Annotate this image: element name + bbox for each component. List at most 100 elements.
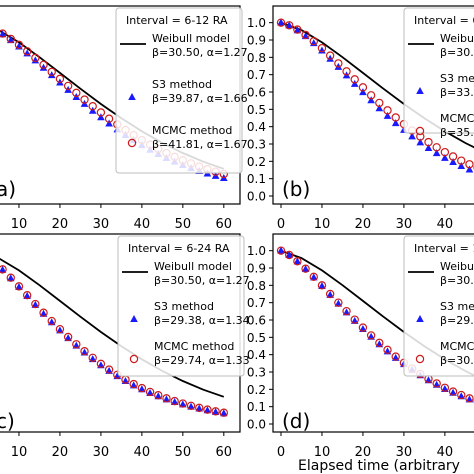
mcmc-method-point xyxy=(342,67,351,76)
x-tick-label: 50 xyxy=(175,217,192,232)
s3-method-point xyxy=(309,273,318,281)
mcmc-method-point xyxy=(104,365,114,374)
mcmc-method-point xyxy=(440,147,450,157)
x-tick-label: 20 xyxy=(355,445,372,460)
y-tick-label: 0.3 xyxy=(247,138,266,152)
s3-method-point xyxy=(277,246,285,254)
panel-a: 10 20 30 40 50 60 Interval = 6-12 RA Weibull mo… xyxy=(0,5,248,232)
mcmc-method-point xyxy=(325,51,335,60)
x-tick-label: 30 xyxy=(396,445,413,460)
s3-method-point xyxy=(146,388,154,396)
legend-title: Interval = 6 xyxy=(414,14,474,27)
legend-entry-name: Weibull model xyxy=(440,32,474,45)
s3-method-point xyxy=(138,385,146,393)
x-tick-label: 50 xyxy=(175,445,192,460)
mcmc-method-point xyxy=(137,383,147,393)
y-tick-label: 0.7 xyxy=(247,296,266,310)
s3-method-point xyxy=(285,250,293,258)
legend: Interval = 6-24 RA Weibull modelβ=30.50, … xyxy=(117,235,250,377)
axes-frame xyxy=(272,233,474,433)
mcmc-method-point xyxy=(31,299,40,309)
s3-method-point xyxy=(0,30,7,38)
y-tick-label: 0.5 xyxy=(247,331,266,345)
s3-method-point xyxy=(334,299,343,307)
mcmc-method-point xyxy=(391,113,400,122)
s3-method-point xyxy=(6,274,15,282)
mcmc-method-point xyxy=(195,403,204,413)
x-tick-label: 30 xyxy=(93,445,110,460)
y-tick-label: 1.0 xyxy=(247,244,266,258)
x-tick-label: 20 xyxy=(52,217,69,232)
x-tick-label: 40 xyxy=(437,445,454,460)
legend-box xyxy=(117,235,245,377)
legend-circle-swatch xyxy=(415,126,425,136)
legend-entry-params: β=33.7 xyxy=(440,86,474,99)
s3-method-point xyxy=(195,404,204,412)
panel-b: 010203040500.00.10.20.30.40.50.60.70.80.… xyxy=(247,5,474,232)
s3-method-point xyxy=(129,381,138,389)
mcmc-method-point xyxy=(211,407,220,416)
mcmc-method-point xyxy=(186,401,196,410)
mcmc-method-point xyxy=(14,40,24,50)
mcmc-method-point xyxy=(154,391,163,400)
mcmc-method-point xyxy=(22,291,32,300)
panel-d: 010203040500.00.10.20.30.40.50.60.70.80.… xyxy=(247,233,474,460)
s3-method-point xyxy=(6,36,15,44)
legend-entry-name: Weibull model xyxy=(154,260,232,273)
legend-box xyxy=(403,7,474,134)
legend-title: Interval = 6-12 RA xyxy=(126,14,228,27)
x-tick-label: 60 xyxy=(216,217,233,232)
y-tick-label: 0.1 xyxy=(247,172,266,186)
y-tick-label: 0.4 xyxy=(247,120,266,134)
s3-method-point xyxy=(301,265,310,273)
legend-entry-params: β=30.5 xyxy=(440,354,474,367)
mcmc-method-point xyxy=(55,74,65,84)
s3-method-point xyxy=(465,165,474,173)
mcmc-method-point xyxy=(80,347,89,356)
x-tick-label: 20 xyxy=(52,445,69,460)
s3-method-point xyxy=(375,104,384,112)
s3-method-point xyxy=(326,290,334,298)
mcmc-method-point xyxy=(309,272,318,282)
mcmc-method-point xyxy=(342,306,351,316)
legend-entry-params: β=29.74, α=1.33 xyxy=(154,354,250,367)
s3-method-point xyxy=(23,292,31,300)
x-tick-label: 40 xyxy=(134,217,151,232)
mcmc-method-point xyxy=(203,405,212,414)
mcmc-method-point xyxy=(55,324,65,334)
s3-method-point xyxy=(457,392,466,400)
s3-method-point xyxy=(64,334,72,342)
s3-method-point xyxy=(342,308,351,316)
s3-method-point xyxy=(424,143,433,151)
mcmc-method-point xyxy=(457,390,466,400)
mcmc-method-point xyxy=(96,359,106,369)
mcmc-method-point xyxy=(39,308,48,317)
mcmc-method-point xyxy=(284,250,294,260)
mcmc-method-point xyxy=(383,345,392,355)
x-tick-label: 0 xyxy=(277,217,285,232)
mcmc-method-point xyxy=(72,88,81,98)
s3-method-point xyxy=(441,153,449,161)
x-tick-label: 30 xyxy=(93,217,110,232)
mcmc-method-point xyxy=(448,387,458,396)
y-tick-label: 0.4 xyxy=(247,348,266,362)
mcmc-method-point xyxy=(276,18,286,27)
mcmc-method-point xyxy=(162,394,171,403)
s3-method-point xyxy=(293,257,302,265)
panel-label: a) xyxy=(0,177,16,201)
mcmc-method-point xyxy=(293,257,302,266)
mcmc-method-point xyxy=(178,399,188,408)
s3-method-point xyxy=(449,158,457,165)
s3-method-point xyxy=(285,21,293,29)
y-tick-label: 1.0 xyxy=(247,16,266,30)
mcmc-method-point xyxy=(334,298,343,307)
y-tick-label: 0.9 xyxy=(247,34,266,48)
mcmc-method-point xyxy=(465,160,474,169)
mcmc-method-point xyxy=(6,34,15,44)
y-tick-label: 0.1 xyxy=(247,400,266,414)
mcmc-method-point xyxy=(0,29,7,38)
legend-entry-params: β=35.7 xyxy=(440,126,474,139)
legend-entry-params: β=39.87, α=1.66 xyxy=(152,92,248,105)
y-tick-label: 0.2 xyxy=(247,383,266,397)
